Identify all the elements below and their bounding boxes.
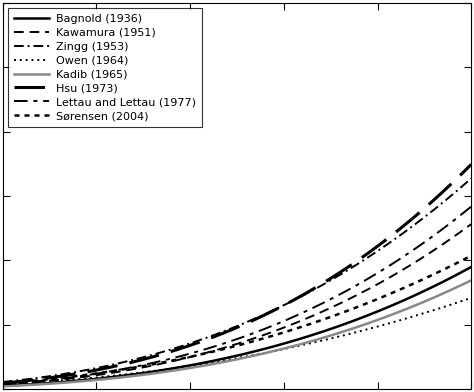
Legend: Bagnold (1936), Kawamura (1951), Zingg (1953), Owen (1964), Kadib (1965), Hsu (1: Bagnold (1936), Kawamura (1951), Zingg (… <box>9 8 201 127</box>
